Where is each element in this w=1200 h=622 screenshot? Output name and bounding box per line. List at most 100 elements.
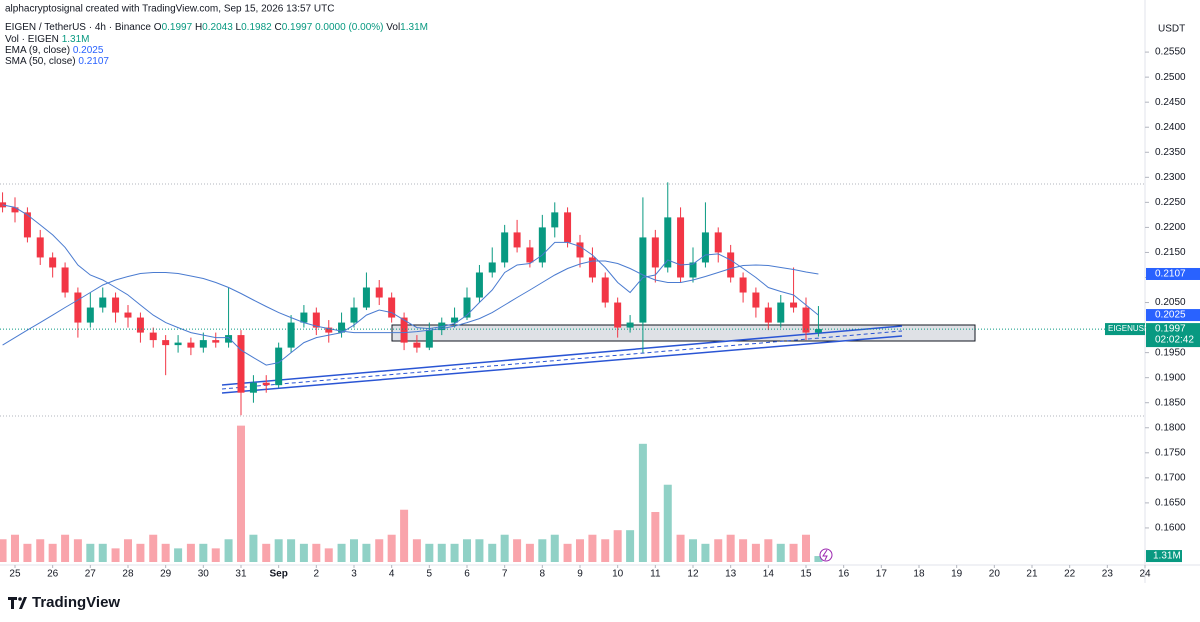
volume-bar [123, 539, 132, 562]
candle-body [375, 287, 383, 298]
volume-bar [136, 543, 145, 562]
brand: TradingView [32, 594, 120, 611]
volume-bar [412, 539, 421, 562]
channel-lower [221, 335, 903, 394]
price-badge [1146, 267, 1200, 280]
volume-bar [801, 534, 810, 562]
symbol-label: EIGENUSDT [1108, 324, 1155, 333]
logo [8, 597, 27, 609]
candle-body [388, 297, 396, 318]
ema-name: EMA (9, close) [5, 45, 70, 56]
candle-body [325, 327, 333, 333]
c-key: C [274, 22, 281, 33]
volume-bar [638, 443, 647, 562]
y-tick-label: 0.1600 [1155, 523, 1186, 534]
candle-body [814, 329, 822, 333]
volume-bar [10, 534, 19, 562]
legend-sma: SMA (50, close) 0.2107 [5, 56, 109, 67]
x-tick-label: 9 [577, 569, 583, 580]
volume-bar [337, 543, 346, 562]
y-tick-label: 0.2050 [1155, 297, 1186, 308]
volume-bar [563, 543, 572, 562]
candle-body [99, 297, 107, 308]
volume-bar [149, 534, 158, 562]
volume-bar [324, 548, 333, 562]
y-tick-label: 0.2500 [1155, 72, 1186, 83]
candle-body [350, 307, 358, 323]
candle-body [237, 335, 245, 393]
x-tick-label: Sep [269, 569, 287, 580]
credit: alphacryptosignal created with TradingVi… [5, 4, 334, 15]
candle-body [400, 317, 408, 343]
x-tick-label: 16 [838, 569, 850, 580]
volume-bar [387, 534, 396, 562]
channel [221, 325, 903, 394]
candle-body [689, 262, 697, 278]
l-value: 0.1982 [241, 22, 272, 33]
volume-bar [701, 543, 710, 562]
volume-bar [462, 539, 471, 562]
c-value: 0.1997 [282, 22, 313, 33]
y-tick-label: 0.2350 [1155, 147, 1186, 158]
candle-body [651, 237, 659, 268]
x-tick-label: 24 [1139, 569, 1151, 580]
y-tick-label: 0.2450 [1155, 97, 1186, 108]
candle-body [23, 212, 31, 238]
x-tick-label: 4 [389, 569, 395, 580]
x-tick-label: 5 [427, 569, 433, 580]
currency-label: USDT [1158, 24, 1185, 35]
price-badge-label: 0.2107 [1155, 269, 1186, 280]
candle-body [162, 340, 170, 346]
volume-bar [312, 543, 321, 562]
candle-body [451, 317, 459, 323]
x-tick-label: 13 [725, 569, 737, 580]
volume-bar [814, 556, 823, 562]
x-tick-label: 29 [160, 569, 172, 580]
marks [0, 182, 823, 562]
candle-body [463, 297, 471, 318]
legend-ema: EMA (9, close) 0.2025 [5, 45, 104, 56]
vol-name: Vol · EIGEN [5, 34, 59, 45]
o-value: 0.1997 [162, 22, 193, 33]
volume-bar [651, 512, 660, 562]
y-tick-label: 0.2250 [1155, 197, 1186, 208]
volume-bar [525, 543, 534, 562]
volume-bar [588, 534, 597, 562]
candle-body [475, 272, 483, 298]
candle-body [513, 232, 521, 248]
x-tick-label: 21 [1026, 569, 1038, 580]
candle-body [74, 292, 82, 323]
candle-body [11, 207, 19, 213]
volume-bar [663, 484, 672, 562]
x-tick-label: 19 [951, 569, 963, 580]
volume-bar [601, 539, 610, 562]
candle-body [601, 277, 609, 303]
volume-bar [538, 539, 547, 562]
x-tick-label: 10 [612, 569, 624, 580]
volume-badge-label: 1.31M [1153, 551, 1181, 562]
candle-body [362, 287, 370, 308]
volume-bar [676, 534, 685, 562]
volume-bar [236, 425, 245, 562]
candle-body [701, 232, 709, 263]
volume-bar [575, 539, 584, 562]
volume-badge [1146, 550, 1182, 563]
volume-bar [714, 539, 723, 562]
volume-bar [224, 539, 233, 562]
replay-icon[interactable] [819, 548, 833, 562]
volume-bar [349, 539, 358, 562]
vol-key: Vol [386, 22, 400, 33]
candle-body [488, 262, 496, 273]
volume-bar [500, 534, 509, 562]
y-tick-label: 0.2550 [1155, 47, 1186, 58]
candle-body [664, 217, 672, 268]
x-tick-label: 27 [85, 569, 97, 580]
icon-circle[interactable] [819, 548, 833, 562]
ema-value: 0.2025 [73, 45, 104, 56]
candle-body [212, 340, 220, 343]
y-tick-label: 0.1900 [1155, 372, 1186, 383]
candle-body [538, 227, 546, 263]
candle-body [752, 292, 760, 308]
y-tick-label: 0.1800 [1155, 422, 1186, 433]
